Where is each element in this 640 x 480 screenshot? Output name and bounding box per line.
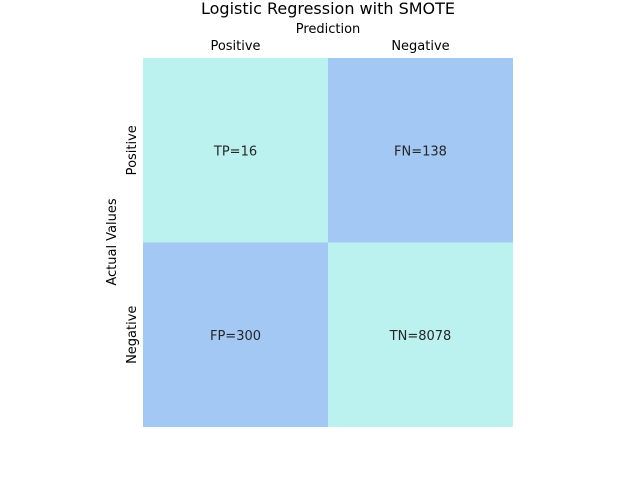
cell-label: TP=16 <box>213 144 257 159</box>
heatmap-cell-negative-positive <box>143 242 328 427</box>
heatmap-cell-positive-negative <box>328 58 513 243</box>
y-tick-label: Negative <box>125 306 140 364</box>
heatmap-cells: TP=16 FN=138 FP=300 TN=8078 <box>143 58 513 427</box>
chart-title: Logistic Regression with SMOTE <box>201 0 455 18</box>
cell-label: FN=138 <box>394 144 447 159</box>
x-tick-label: Negative <box>391 39 449 54</box>
y-tick-label: Positive <box>125 125 140 175</box>
x-axis-label: Prediction <box>296 22 361 37</box>
y-axis-label: Actual Values <box>105 198 120 286</box>
heatmap-cell-positive-positive <box>143 58 328 243</box>
tick-labels: Positive Negative Positive Negative <box>125 39 450 364</box>
heatmap-cell-negative-negative <box>328 242 513 427</box>
x-tick-label: Positive <box>210 39 260 54</box>
cell-label: TN=8078 <box>389 329 452 344</box>
cell-label: FP=300 <box>210 329 261 344</box>
